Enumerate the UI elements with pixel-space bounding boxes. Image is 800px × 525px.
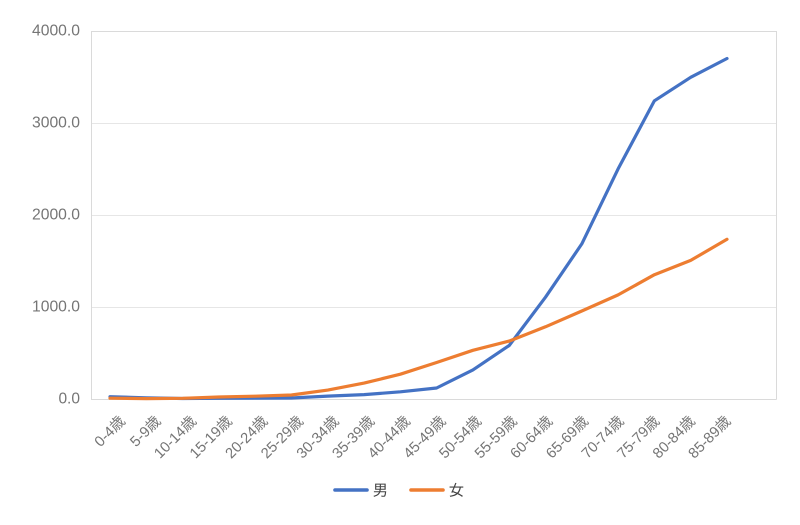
svg-text:3000.0: 3000.0 (32, 115, 80, 132)
svg-text:1000.0: 1000.0 (32, 299, 80, 316)
svg-text:0.0: 0.0 (58, 391, 80, 408)
svg-text:4000.0: 4000.0 (32, 23, 80, 40)
svg-text:2000.0: 2000.0 (32, 207, 80, 224)
